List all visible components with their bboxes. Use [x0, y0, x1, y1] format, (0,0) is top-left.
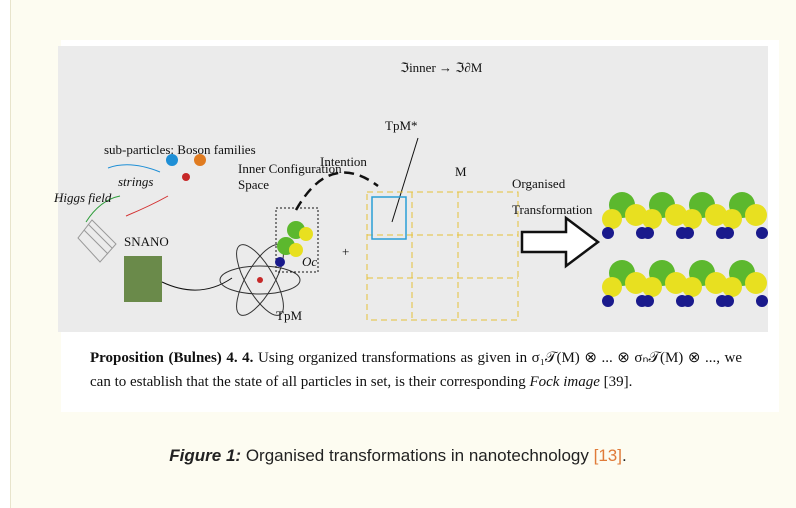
particle	[722, 209, 742, 229]
particle	[665, 204, 687, 226]
particle	[642, 295, 654, 307]
particle	[682, 227, 694, 239]
particle	[756, 227, 768, 239]
particle	[722, 277, 742, 297]
particle	[682, 295, 694, 307]
particle	[705, 272, 727, 294]
particle	[722, 227, 734, 239]
particle	[602, 209, 622, 229]
prop-heading: Proposition (Bulnes) 4. 4.	[90, 350, 254, 366]
caption-end: .	[621, 446, 627, 465]
label: sub-particles: Boson families	[104, 142, 256, 157]
label: Space	[238, 177, 269, 192]
higgs-grid	[77, 219, 117, 263]
particle	[602, 277, 622, 297]
label: TpM*	[385, 118, 418, 133]
particle	[682, 209, 702, 229]
particle	[722, 295, 734, 307]
particle	[642, 209, 662, 229]
label: Transformation	[512, 202, 593, 217]
nucleus	[257, 277, 263, 283]
particle	[682, 277, 702, 297]
intention-arrow	[294, 171, 379, 211]
label: Intention	[320, 154, 367, 169]
particle	[642, 227, 654, 239]
particle	[642, 277, 662, 297]
caption-ref[interactable]: [13]	[593, 446, 622, 465]
prop-formula: σ₁𝒯(M) ⊗ ... ⊗ σₙ𝒯(M) ⊗ ...,	[531, 350, 720, 366]
prop-ref: [39].	[603, 374, 633, 390]
label: TpM	[276, 308, 302, 323]
string	[125, 195, 169, 217]
particle	[299, 227, 313, 241]
transform-arrow	[520, 215, 601, 269]
particle	[602, 227, 614, 239]
particle	[745, 272, 767, 294]
particle-clusters	[275, 192, 768, 307]
particle	[705, 204, 727, 226]
tangent-box	[371, 196, 407, 240]
prop-fock: Fock image	[529, 374, 600, 390]
label: Inner Configuration	[238, 161, 342, 176]
particle	[602, 295, 614, 307]
prop-text: Using organized transformations as given…	[257, 350, 528, 366]
label: M	[455, 164, 467, 179]
caption: Figure 1: Organised transformations in n…	[0, 446, 796, 466]
manifold-grid	[366, 191, 519, 321]
label: Organised	[512, 176, 566, 191]
label: Oc	[302, 254, 317, 269]
caption-label: Figure 1:	[169, 446, 242, 465]
caption-text: Organised transformations in nanotechnol…	[245, 446, 589, 465]
nano-face	[124, 256, 162, 302]
label: Higgs field	[53, 190, 112, 205]
label: strings	[118, 174, 153, 189]
particle	[289, 243, 303, 257]
particle	[665, 272, 687, 294]
proposition: Proposition (Bulnes) 4. 4. Using organiz…	[90, 346, 742, 394]
label: +	[342, 244, 349, 259]
particle	[625, 272, 647, 294]
particle	[756, 295, 768, 307]
string	[107, 164, 161, 173]
label: SNANO	[124, 234, 169, 249]
particle	[625, 204, 647, 226]
particle	[194, 154, 206, 166]
link	[161, 277, 233, 291]
particle	[182, 173, 190, 181]
pointer	[391, 137, 419, 223]
particle	[275, 257, 285, 267]
particle	[745, 204, 767, 226]
particle	[166, 154, 178, 166]
prop-text: we can to establish that the state of al…	[90, 350, 743, 390]
string	[85, 195, 121, 223]
config-box	[275, 207, 319, 273]
top-formula: ℑinner → ℑ∂M	[400, 60, 483, 75]
